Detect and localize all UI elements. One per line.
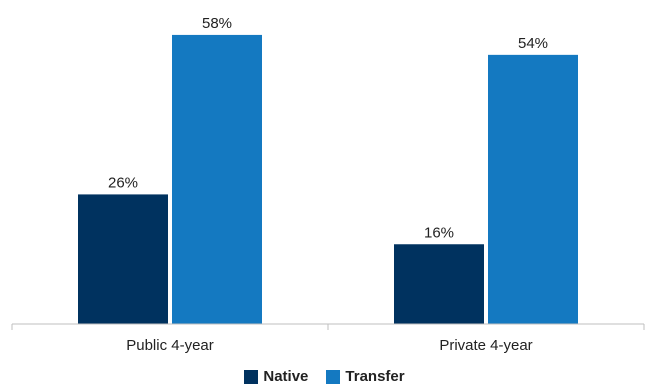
x-axis-ticks-group (11, 324, 645, 330)
bar-native-1 (394, 244, 484, 324)
legend: Native Transfer (0, 368, 649, 385)
legend-label-transfer: Transfer (345, 368, 405, 385)
data-labels-group: 26% 58% 16% 54% (108, 15, 548, 241)
data-label-native-0: 26% (108, 174, 138, 191)
bars-group (78, 34, 578, 325)
bar-transfer-0 (172, 34, 262, 325)
data-label-transfer-0: 58% (202, 15, 232, 32)
data-label-transfer-1: 54% (518, 35, 548, 52)
category-label: Public 4-year (126, 337, 214, 354)
legend-label-native: Native (263, 368, 309, 385)
legend-item-transfer: Transfer (326, 368, 405, 385)
category-labels-group: Public 4-year Private 4-year (126, 337, 532, 354)
data-label-native-1: 16% (424, 224, 454, 241)
bar-transfer-1 (488, 54, 578, 324)
bar-native-0 (78, 194, 168, 324)
legend-swatch-native (244, 369, 259, 384)
legend-swatch-transfer (326, 369, 341, 384)
legend-item-native: Native (244, 368, 308, 385)
category-label: Private 4-year (439, 337, 532, 354)
